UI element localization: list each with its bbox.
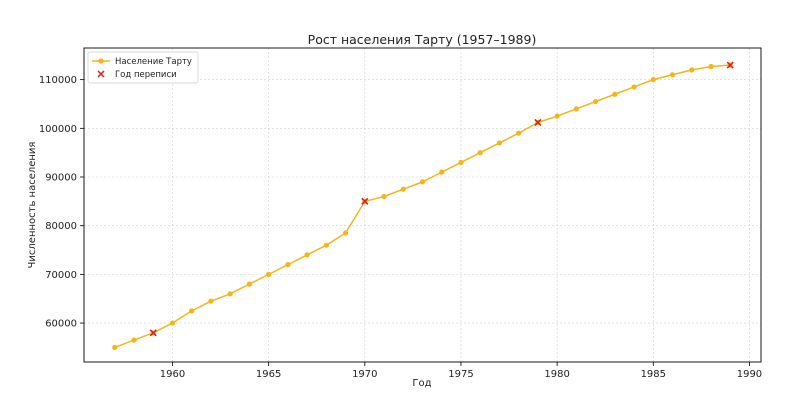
- legend-entry-census: Год переписи: [115, 70, 177, 80]
- x-tick-label: 1975: [448, 369, 473, 380]
- population-point: [689, 67, 695, 73]
- population-point: [592, 98, 599, 105]
- y-tick-label: 100000: [39, 124, 77, 135]
- population-point: [304, 252, 310, 258]
- census-marker: [361, 197, 369, 205]
- axis-ticks: 1960 1965 1970 1975 1980 1985 1990 60000 70000 80…: [39, 75, 762, 380]
- x-tick-label: 1965: [256, 369, 281, 380]
- y-tick-label: 80000: [45, 221, 77, 232]
- legend: Население Тарту Год переписи: [87, 51, 199, 84]
- x-tick-label: 1985: [641, 369, 666, 380]
- population-point: [708, 63, 714, 70]
- population-point: [458, 159, 464, 166]
- y-tick-label: 60000: [45, 319, 77, 330]
- population-point: [112, 344, 118, 350]
- plot-frame: [83, 47, 762, 363]
- population-point: [439, 169, 445, 175]
- census-marker-stroke: [726, 61, 734, 69]
- population-point: [516, 130, 522, 136]
- population-point: [381, 193, 387, 200]
- population-line-layer: [112, 62, 733, 350]
- grid: [84, 48, 761, 362]
- chart-title: Рост населения Тарту (1957–1989): [308, 32, 537, 47]
- population-point: [631, 84, 637, 90]
- y-tick-label: 110000: [39, 75, 77, 86]
- x-tick-label: 1990: [737, 369, 762, 380]
- legend-dot-swatch: [98, 58, 104, 64]
- population-point: [246, 281, 253, 287]
- census-marker-stroke: [149, 329, 157, 337]
- population-point: [323, 242, 329, 248]
- x-tick-label: 1960: [160, 369, 185, 380]
- population-point: [131, 337, 137, 343]
- population-point: [266, 271, 272, 277]
- legend-box: [87, 51, 199, 84]
- population-point: [554, 113, 560, 119]
- population-point: [285, 262, 291, 268]
- x-axis-label: Год: [412, 378, 431, 389]
- population-point: [669, 72, 676, 78]
- population-point: [400, 186, 406, 192]
- population-point: [477, 150, 483, 156]
- census-marker: [149, 329, 157, 337]
- population-line: [114, 64, 731, 349]
- population-point: [208, 298, 214, 304]
- population-point: [419, 179, 426, 185]
- y-tick-label: 90000: [45, 173, 77, 184]
- population-point: [573, 106, 579, 112]
- y-tick-label: 70000: [45, 270, 77, 281]
- x-tick-label: 1970: [352, 369, 377, 380]
- census-marker: [726, 61, 734, 69]
- legend-cross-swatch: [97, 70, 105, 78]
- population-point: [496, 140, 503, 146]
- population-point: [227, 291, 233, 297]
- y-axis-label: Численность населения: [27, 142, 38, 269]
- population-point: [189, 308, 195, 314]
- census-marker: [534, 118, 542, 127]
- census-marker-stroke: [534, 118, 542, 127]
- population-point: [650, 77, 656, 83]
- census-marker-stroke: [361, 197, 369, 205]
- population-point: [169, 320, 176, 326]
- census-markers-layer: [149, 61, 734, 337]
- x-tick-label: 1980: [544, 369, 569, 380]
- legend-entry-population: Население Тарту: [115, 57, 192, 67]
- population-point: [612, 91, 618, 97]
- population-point: [342, 230, 349, 236]
